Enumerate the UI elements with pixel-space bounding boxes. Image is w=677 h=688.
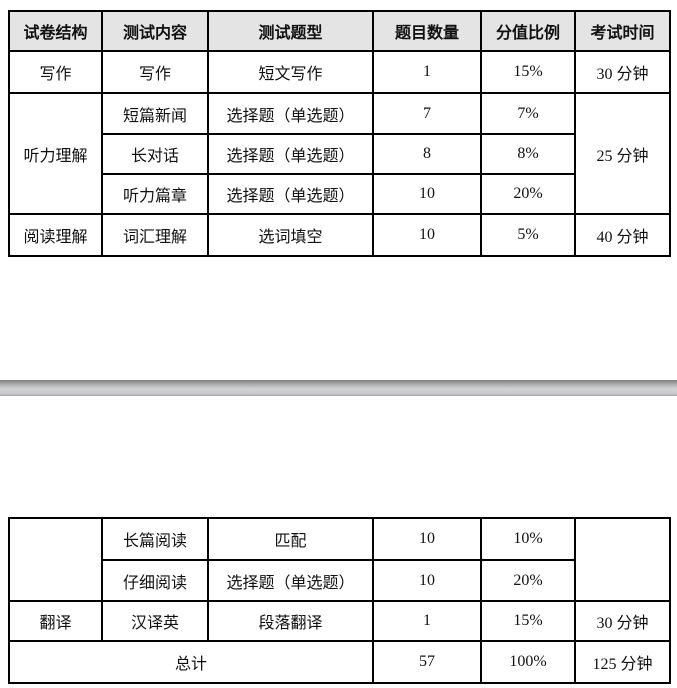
- cell-time: 40 分钟: [574, 213, 671, 257]
- total-time: 125 分钟: [574, 640, 671, 684]
- cell-ratio: 20%: [480, 173, 576, 215]
- cell-time: 30 分钟: [574, 600, 671, 642]
- cell-time: 30 分钟: [574, 50, 671, 94]
- header-count: 题目数量: [372, 10, 482, 52]
- table-row: 长对话 选择题（单选题） 8 8%: [9, 133, 670, 175]
- total-count: 57: [372, 640, 482, 684]
- header-section: 试卷结构: [8, 10, 103, 52]
- exam-structure-table-page1: 试卷结构 测试内容 测试题型 题目数量 分值比例 考试时间 写作 写作 短文写作…: [8, 10, 671, 257]
- cell-ratio: 5%: [480, 213, 576, 257]
- total-ratio: 100%: [480, 640, 576, 684]
- cell-content: 长篇阅读: [101, 517, 209, 561]
- cell-count: 1: [372, 600, 482, 642]
- cell-ratio: 15%: [480, 50, 576, 94]
- cell-ratio: 10%: [480, 517, 576, 561]
- header-content: 测试内容: [101, 10, 209, 52]
- cell-type: 选择题（单选题）: [207, 92, 374, 135]
- cell-section: 阅读理解: [8, 213, 103, 257]
- cell-ratio: 7%: [480, 92, 576, 135]
- header-type: 测试题型: [207, 10, 374, 52]
- cell-content: 短篇新闻: [101, 92, 209, 135]
- total-row: 总计 57 100% 125 分钟: [8, 640, 671, 684]
- cell-count: 10: [372, 173, 482, 215]
- cell-type: 选择题（单选题）: [207, 173, 374, 215]
- cell-section-empty: [8, 517, 103, 602]
- cell-type: 选择题（单选题）: [207, 559, 374, 602]
- total-label: 总计: [8, 640, 374, 684]
- cell-content: 听力篇章: [101, 173, 209, 215]
- exam-structure-table-page2: 长篇阅读 匹配 10 10% 仔细阅读 选择题（单选题） 10 20% 翻译 汉…: [8, 517, 671, 684]
- header-ratio: 分值比例: [480, 10, 576, 52]
- table-row: 听力理解 短篇新闻 选择题（单选题） 7 7% 25 分钟: [8, 92, 671, 215]
- table-row: 听力篇章 选择题（单选题） 10 20%: [9, 173, 670, 215]
- table-row: 长篇阅读 匹配 10 10%: [8, 517, 671, 602]
- cell-count: 1: [372, 50, 482, 94]
- cell-count: 10: [372, 517, 482, 561]
- cell-section: 翻译: [8, 600, 103, 642]
- page-break-separator: [0, 380, 677, 396]
- cell-content: 汉译英: [101, 600, 209, 642]
- cell-time-empty: [574, 517, 671, 602]
- cell-time: 25 分钟: [574, 92, 671, 215]
- table-header-row: 试卷结构 测试内容 测试题型 题目数量 分值比例 考试时间: [8, 10, 671, 52]
- cell-ratio: 8%: [480, 133, 576, 175]
- table-row: 写作 写作 短文写作 1 15% 30 分钟: [8, 50, 671, 94]
- cell-type: 短文写作: [207, 50, 374, 94]
- cell-section: 听力理解: [8, 92, 103, 215]
- table-row: 翻译 汉译英 段落翻译 1 15% 30 分钟: [8, 600, 671, 642]
- cell-content: 长对话: [101, 133, 209, 175]
- cell-count: 8: [372, 133, 482, 175]
- cell-count: 7: [372, 92, 482, 135]
- cell-content: 仔细阅读: [101, 559, 209, 602]
- cell-type: 匹配: [207, 517, 374, 561]
- header-time: 考试时间: [574, 10, 671, 52]
- table-row: 阅读理解 词汇理解 选词填空 10 5% 40 分钟: [8, 213, 671, 257]
- cell-count: 10: [372, 559, 482, 602]
- cell-type: 选择题（单选题）: [207, 133, 374, 175]
- cell-section: 写作: [8, 50, 103, 94]
- cell-content: 词汇理解: [101, 213, 209, 257]
- cell-type: 段落翻译: [207, 600, 374, 642]
- cell-ratio: 20%: [480, 559, 576, 602]
- cell-ratio: 15%: [480, 600, 576, 642]
- cell-count: 10: [372, 213, 482, 257]
- table-row: 仔细阅读 选择题（单选题） 10 20%: [9, 559, 670, 602]
- cell-type: 选词填空: [207, 213, 374, 257]
- cell-content: 写作: [101, 50, 209, 94]
